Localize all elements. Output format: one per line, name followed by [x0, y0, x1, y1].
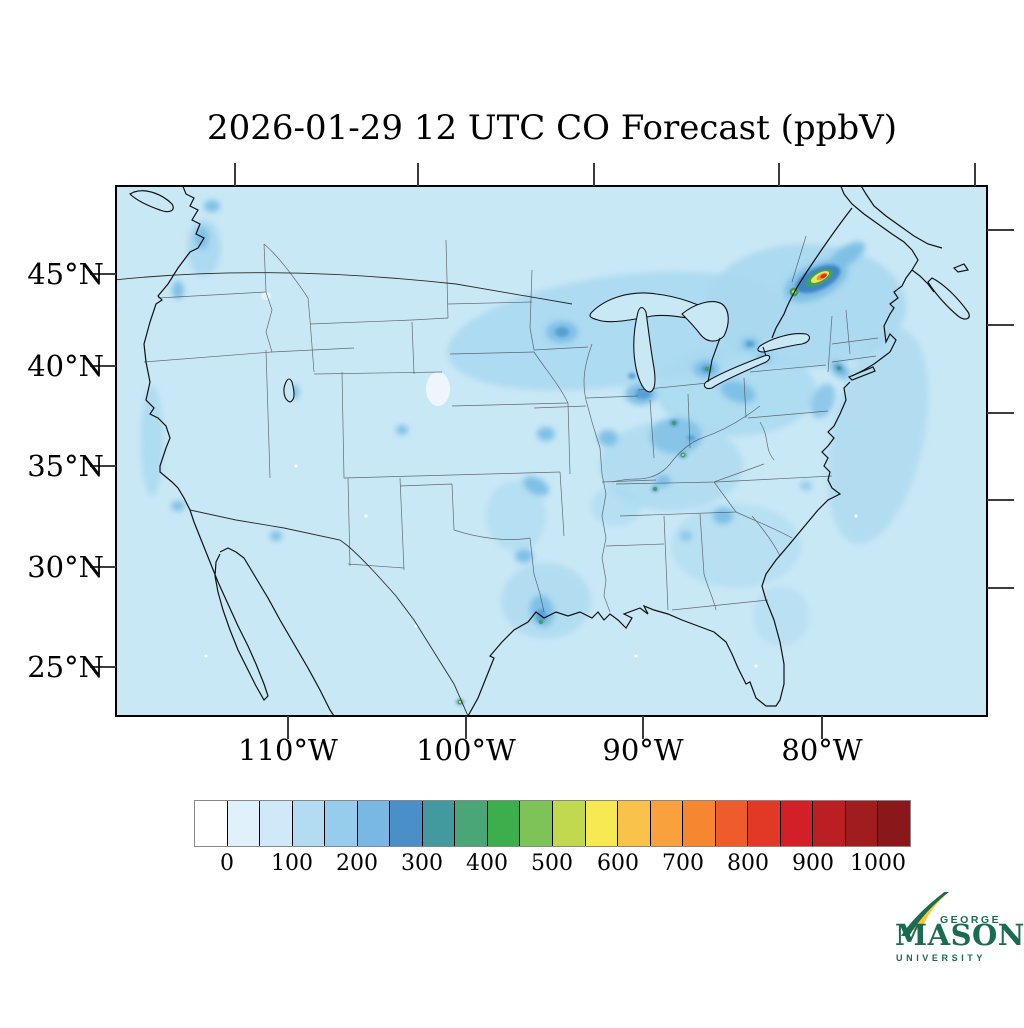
- lon-tick-label: 110°W: [238, 733, 338, 767]
- colorbar-cell: [291, 801, 325, 846]
- colorbar-tick-label: 400: [466, 851, 508, 876]
- colorbar-tick-label: 900: [792, 851, 834, 876]
- lat-tick-label: 30°N: [27, 550, 104, 584]
- gmu-logo-george: GEORGE: [940, 914, 1002, 926]
- colorbar-cell: [389, 801, 422, 846]
- colorbar-cell: [259, 801, 292, 846]
- map-frame: [115, 185, 988, 717]
- axis-ticks: [90, 163, 1014, 739]
- colorbar-cell: [779, 801, 813, 846]
- colorbar-cell: [519, 801, 553, 846]
- colorbar-cell: [454, 801, 487, 846]
- colorbar-cell: [324, 801, 357, 846]
- gmu-logo-university: UNIVERSITY: [896, 953, 987, 963]
- lat-tick-label: 45°N: [27, 257, 104, 291]
- colorbar-cell: [682, 801, 715, 846]
- colorbar-tick-label: 600: [597, 851, 639, 876]
- map-canvas: [116, 186, 987, 716]
- colorbar-tick-label: 300: [401, 851, 443, 876]
- colorbar-cell: [844, 801, 878, 846]
- colorbar-cell: [747, 801, 780, 846]
- colorbar-cell: [714, 801, 748, 846]
- lat-tick-label: 40°N: [27, 349, 104, 383]
- colorbar-cell: [356, 801, 390, 846]
- colorbar-cell: [486, 801, 520, 846]
- gmu-logo: GEORGE MASON UNIVERSITY: [893, 892, 1024, 974]
- colorbar-tick-label: 800: [727, 851, 769, 876]
- colorbar-cell: [552, 801, 585, 846]
- lon-tick-label: 90°W: [602, 733, 684, 767]
- gmu-logo-mason: MASON: [895, 918, 1024, 952]
- lakes: [283, 292, 811, 403]
- colorbar-tick-label: 100: [271, 851, 313, 876]
- colorbar-cell: [812, 801, 845, 846]
- colorbar-tick-label: 1000: [850, 851, 906, 876]
- colorbar-cell: [649, 801, 683, 846]
- chart-title: 2026-01-29 12 UTC CO Forecast (ppbV): [207, 108, 897, 148]
- colorbar-cell: [584, 801, 618, 846]
- colorbar-tick-label: 200: [336, 851, 378, 876]
- gmu-swoosh-icon: [901, 892, 949, 936]
- coastlines: [128, 186, 970, 716]
- colorbar-tick-label: 700: [662, 851, 704, 876]
- colorbar-tick-label: 0: [220, 851, 234, 876]
- lon-tick-label: 100°W: [416, 733, 516, 767]
- state-borders: [143, 235, 879, 613]
- colorbar-cell: [195, 801, 227, 846]
- colorbar: [194, 800, 911, 847]
- colorbar-cell: [877, 801, 911, 846]
- colorbar-tick-label: 500: [531, 851, 573, 876]
- lat-tick-label: 35°N: [27, 449, 104, 483]
- lat-tick-label: 25°N: [27, 650, 104, 684]
- colorbar-cell: [617, 801, 650, 846]
- international-borders: [116, 272, 573, 716]
- zero-patches: [116, 292, 858, 668]
- lon-tick-label: 80°W: [781, 733, 863, 767]
- colorbar-cell: [226, 801, 260, 846]
- colorbar-cell: [421, 801, 455, 846]
